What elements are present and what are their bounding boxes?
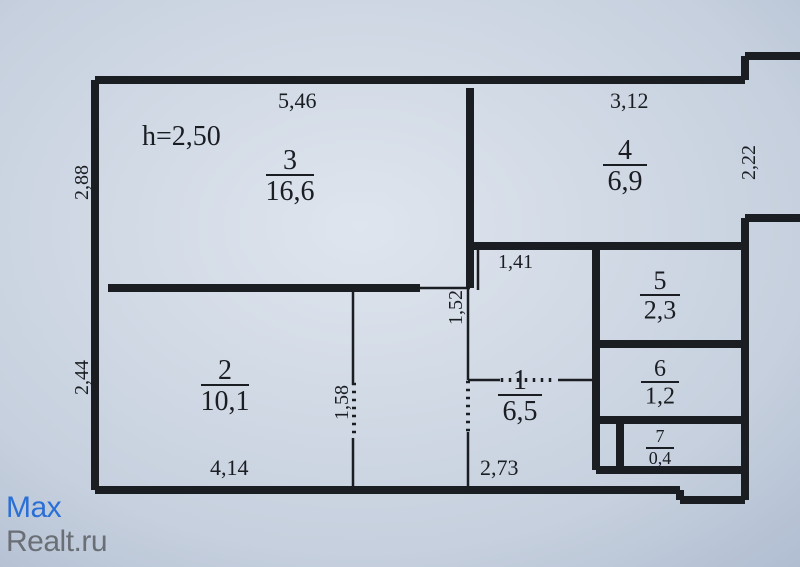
svg-text:10,1: 10,1: [201, 386, 250, 417]
svg-text:2,88: 2,88: [71, 165, 93, 200]
svg-text:3,12: 3,12: [610, 88, 649, 113]
svg-text:5: 5: [654, 266, 667, 295]
svg-text:6,9: 6,9: [608, 166, 643, 197]
watermark-line2: Realt.ru: [6, 525, 107, 559]
svg-text:1,41: 1,41: [498, 251, 533, 273]
inner-walls-thin: [353, 246, 596, 490]
svg-text:6,5: 6,5: [503, 396, 538, 427]
watermark-line1: Max: [6, 491, 107, 525]
svg-text:1,58: 1,58: [331, 385, 353, 420]
svg-text:4: 4: [618, 135, 632, 166]
svg-text:5,46: 5,46: [278, 88, 317, 113]
svg-text:2,73: 2,73: [480, 455, 519, 480]
svg-text:2: 2: [218, 355, 232, 386]
svg-text:4,14: 4,14: [210, 455, 249, 480]
svg-text:2,44: 2,44: [71, 360, 93, 395]
floorplan-svg: 316,6 46,9 210,1 16,5 52,3 61,2 70,4 5,46 3,12 2…: [0, 0, 800, 567]
svg-text:1,52: 1,52: [445, 290, 467, 325]
svg-text:2,3: 2,3: [644, 295, 677, 324]
svg-text:7: 7: [656, 426, 665, 446]
svg-text:3: 3: [283, 145, 297, 176]
svg-text:6: 6: [654, 356, 666, 382]
svg-text:1,2: 1,2: [645, 384, 675, 410]
ceiling-height-label: h=2,50: [142, 121, 221, 152]
svg-text:1: 1: [513, 365, 527, 396]
svg-text:16,6: 16,6: [266, 176, 315, 207]
svg-text:0,4: 0,4: [649, 448, 672, 468]
watermark: Max Realt.ru: [6, 491, 107, 559]
svg-text:2,22: 2,22: [738, 145, 760, 180]
